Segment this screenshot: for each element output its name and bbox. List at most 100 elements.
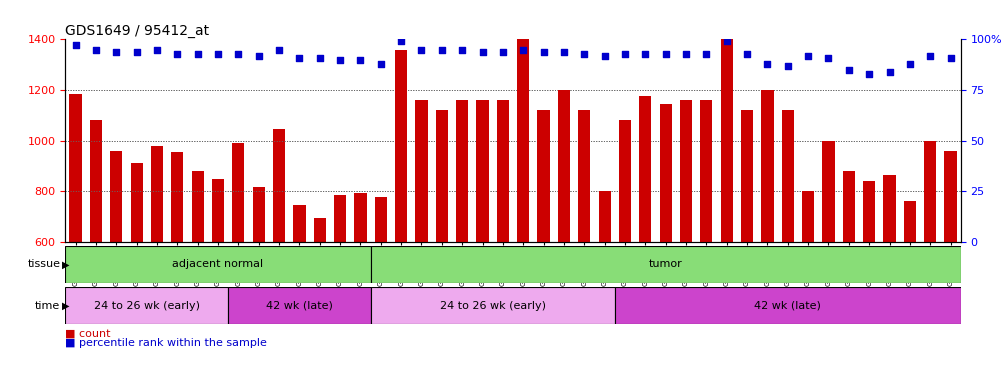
Point [718, 38, 734, 44]
Point [352, 57, 368, 63]
Bar [151, 146, 163, 375]
Point [475, 48, 491, 54]
Text: 42 wk (late): 42 wk (late) [754, 301, 821, 310]
Point [169, 51, 185, 57]
Point [271, 46, 287, 53]
Bar [395, 50, 407, 242]
Bar [863, 181, 875, 242]
Point [495, 48, 511, 54]
Point [821, 55, 837, 61]
Point [515, 46, 531, 53]
Text: adjacent normal: adjacent normal [172, 260, 264, 269]
Bar [212, 178, 224, 375]
Point [800, 53, 816, 58]
Point [881, 69, 897, 75]
Bar [802, 191, 814, 242]
Point [109, 48, 125, 54]
Bar [557, 90, 570, 242]
Bar [228, 287, 370, 324]
Bar [171, 152, 183, 375]
Point [556, 48, 572, 54]
Bar [415, 100, 428, 242]
Bar [883, 175, 895, 242]
Text: 42 wk (late): 42 wk (late) [266, 301, 333, 310]
Point [67, 42, 83, 48]
Text: 24 to 26 wk (early): 24 to 26 wk (early) [440, 301, 545, 310]
Bar [131, 164, 143, 375]
Point [841, 67, 857, 73]
Bar [232, 143, 244, 375]
Bar [680, 100, 692, 242]
Point [149, 46, 165, 53]
Bar [903, 201, 915, 242]
Bar [782, 110, 794, 242]
Bar [456, 100, 468, 242]
Bar [619, 120, 631, 242]
Bar [253, 188, 265, 375]
Point [760, 61, 776, 67]
Bar [191, 171, 204, 375]
Text: ▶: ▶ [62, 301, 69, 310]
Bar [517, 39, 529, 242]
Point [739, 51, 756, 57]
Point [658, 51, 674, 57]
Bar [615, 287, 961, 324]
Bar [90, 120, 102, 375]
Point [943, 55, 959, 61]
Point [617, 51, 633, 57]
Text: tumor: tumor [649, 260, 682, 269]
Bar [436, 110, 448, 242]
Point [250, 53, 267, 58]
Point [332, 57, 348, 63]
Text: ■ percentile rank within the sample: ■ percentile rank within the sample [65, 338, 268, 348]
Bar [741, 110, 753, 242]
Bar [370, 287, 615, 324]
Text: tissue: tissue [27, 260, 60, 269]
Point [780, 63, 796, 69]
Point [454, 46, 470, 53]
Text: time: time [35, 301, 60, 310]
Point [189, 51, 205, 57]
Point [413, 46, 430, 53]
Point [312, 55, 328, 61]
Bar [273, 129, 285, 375]
Bar [639, 96, 652, 242]
Text: 24 to 26 wk (early): 24 to 26 wk (early) [94, 301, 200, 310]
Bar [599, 191, 611, 242]
Point [393, 38, 409, 44]
Text: ▶: ▶ [62, 260, 69, 269]
Point [535, 48, 551, 54]
Bar [925, 141, 937, 242]
Bar [477, 100, 489, 242]
Bar [314, 218, 326, 375]
Bar [374, 197, 387, 242]
Bar [537, 110, 549, 242]
Bar [334, 195, 346, 375]
Point [861, 71, 877, 77]
Point [698, 51, 714, 57]
Bar [720, 39, 732, 242]
Bar [497, 100, 509, 242]
Point [637, 51, 653, 57]
Bar [354, 192, 366, 375]
Point [901, 61, 917, 67]
Point [434, 46, 450, 53]
Bar [578, 110, 591, 242]
Bar [110, 151, 123, 375]
Text: ■ count: ■ count [65, 329, 111, 339]
Bar [65, 246, 370, 283]
Point [88, 46, 104, 53]
Bar [700, 100, 712, 242]
Point [576, 51, 593, 57]
Point [129, 48, 145, 54]
Point [210, 51, 226, 57]
Point [373, 61, 389, 67]
Bar [65, 287, 228, 324]
Bar [69, 94, 81, 375]
Bar [762, 90, 774, 242]
Bar [945, 151, 957, 242]
Bar [660, 104, 672, 242]
Bar [843, 171, 855, 242]
Point [923, 53, 939, 58]
Bar [370, 246, 961, 283]
